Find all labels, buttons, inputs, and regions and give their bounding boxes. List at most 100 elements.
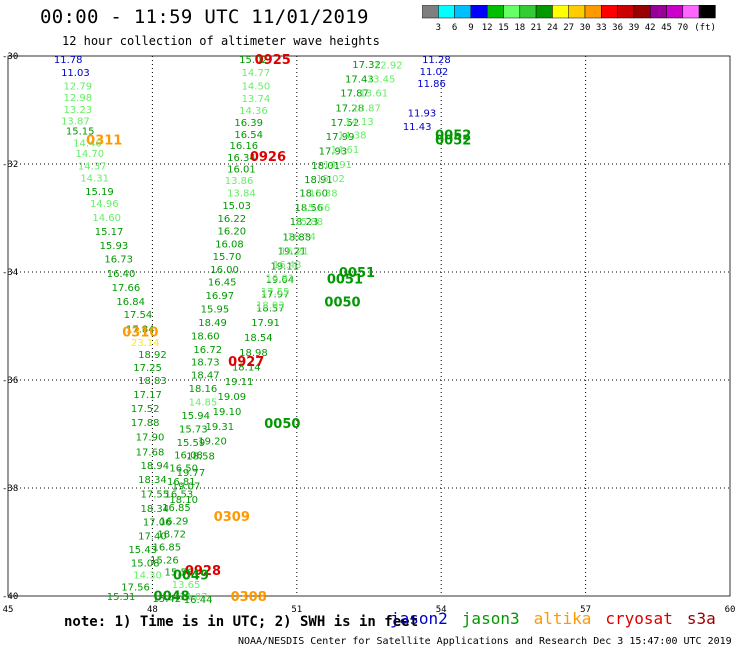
color-scale-legend: 3 6 9 12 15 18 21 24 27 30 33 36 39 42 45 70 (ft) xyxy=(422,5,716,33)
wave-height-label: 16.74 xyxy=(287,232,316,243)
wave-height-label: 17.32 xyxy=(352,60,381,71)
wave-height-label: 18.60 xyxy=(299,189,328,200)
wave-height-label: 16.40 xyxy=(107,269,136,280)
lat-tick-label: -38 xyxy=(2,484,18,494)
wave-height-label: 17.66 xyxy=(112,283,141,294)
wave-height-label: 12.79 xyxy=(63,82,92,93)
wave-height-label: 13.45 xyxy=(367,75,396,86)
wave-height-label: 14.46 xyxy=(73,138,102,149)
lon-tick-label: 54 xyxy=(436,605,447,615)
colorbar-tick-label: 30 xyxy=(580,23,591,33)
wave-height-label: 16.85 xyxy=(162,503,191,514)
wave-height-label: 18.54 xyxy=(244,333,273,344)
wave-height-label: 15.95 xyxy=(201,305,230,316)
wave-height-label: 14.77 xyxy=(242,68,271,79)
wave-height-label: 18.72 xyxy=(157,529,186,540)
colorbar-tick-label: 18 xyxy=(514,23,525,33)
wave-height-label: 16.72 xyxy=(193,345,222,356)
wave-height-label: 17.43 xyxy=(345,75,374,86)
wave-height-label: 18.91 xyxy=(304,175,333,186)
pass-time-label: 0311 xyxy=(86,134,122,149)
units-note: note: 1) Time is in UTC; 2) SWH is in fe… xyxy=(64,614,419,630)
wave-height-label: 18.03 xyxy=(256,300,285,311)
wave-height-label: 13.84 xyxy=(227,189,256,200)
wave-height-label: 16.39 xyxy=(234,118,263,129)
wave-height-label: 17.54 xyxy=(124,310,153,321)
wave-height-label: 17.25 xyxy=(133,363,162,374)
pass-time-label: 0052 xyxy=(435,134,471,149)
pass-time-label: 0050 xyxy=(324,296,360,311)
wave-height-label: 17.52 xyxy=(131,404,160,415)
legend-item-cryosat: cryosat xyxy=(605,609,673,628)
wave-height-label: 12.98 xyxy=(63,93,92,104)
lon-tick-label: 48 xyxy=(147,605,158,615)
wave-height-label: 17.88 xyxy=(131,418,160,429)
wave-height-label: 13.87 xyxy=(61,116,90,127)
wave-height-label: 18.57 xyxy=(256,304,285,315)
wave-height-label: 19.77 xyxy=(177,468,206,479)
wave-height-label: 13.74 xyxy=(242,94,271,105)
wave-height-label: 18.92 xyxy=(138,350,167,361)
lat-tick-label: -36 xyxy=(2,376,18,386)
colorbar-tick-label: 36 xyxy=(612,23,623,33)
lat-tick-label: -40 xyxy=(2,592,18,602)
wave-height-label: 19.11 xyxy=(225,377,254,388)
wave-height-label: 17.17 xyxy=(133,390,162,401)
lat-tick-label: -30 xyxy=(2,52,18,62)
wave-height-label: 18.56 xyxy=(295,203,324,214)
wave-height-label: 14.61 xyxy=(331,145,360,156)
wave-height-label: 19.21 xyxy=(278,246,307,257)
pass-time-label: 0052 xyxy=(435,128,471,143)
lon-tick-label: 60 xyxy=(725,605,736,615)
wave-height-label: 15.38 xyxy=(309,189,338,200)
lon-tick-label: 45 xyxy=(3,605,14,615)
wave-height-label: 17.99 xyxy=(326,132,355,143)
wave-height-label: 15.15 xyxy=(66,127,95,138)
legend-item-s3a: s3a xyxy=(686,609,716,628)
colorbar-tick-label: 6 xyxy=(452,23,457,33)
pass-time-label: 0050 xyxy=(264,417,300,432)
wave-height-label: 16.73 xyxy=(104,255,133,266)
wave-height-label: 15.02 xyxy=(316,174,345,185)
wave-height-label: 17.91 xyxy=(251,318,280,329)
wave-height-label: 18.83 xyxy=(138,376,167,387)
pass-time-label: 0309 xyxy=(214,510,250,525)
wave-height-label: 16.84 xyxy=(116,297,145,308)
wave-height-label: 18.16 xyxy=(189,384,218,395)
wave-height-label: 14.85 xyxy=(189,398,218,409)
wave-height-label: 15.66 xyxy=(302,203,331,214)
wave-height-label: 12.92 xyxy=(374,61,403,72)
wave-height-label: 16.81 xyxy=(167,477,196,488)
wave-height-label: 17.93 xyxy=(319,147,348,158)
pass-time-label: 0051 xyxy=(327,272,363,287)
wave-height-label: 17.55 xyxy=(261,287,290,298)
wave-height-label: 18.94 xyxy=(140,461,169,472)
colorbar-tick-label: 3 xyxy=(436,23,441,33)
legend-item-jason2: jason2 xyxy=(390,609,448,628)
wave-height-label: 19.20 xyxy=(198,436,227,447)
wave-height-label: 14.50 xyxy=(242,82,271,93)
wave-height-label: 14.37 xyxy=(78,162,107,173)
wave-height-label: 16.20 xyxy=(217,226,246,237)
wave-height-label: 13.61 xyxy=(359,89,388,100)
wave-height-label: 18.98 xyxy=(239,348,268,359)
wave-height-label: 18.73 xyxy=(191,358,220,369)
wave-height-label: 19.04 xyxy=(266,275,295,286)
wave-height-label: 11.03 xyxy=(61,68,90,79)
wave-height-label: 16.97 xyxy=(205,291,234,302)
wave-height-label: 17.55 xyxy=(140,489,169,500)
wave-height-label: 19.10 xyxy=(213,407,242,418)
wave-height-label: 13.86 xyxy=(225,176,254,187)
colorbar-tick-label: 27 xyxy=(563,23,574,33)
lat-tick-label: -34 xyxy=(2,268,18,278)
wave-height-label: 19.11 xyxy=(270,262,299,273)
wave-height-label: 16.50 xyxy=(169,463,198,474)
wave-height-label: 16.29 xyxy=(160,516,189,527)
colorbar-tick-label: 39 xyxy=(628,23,639,33)
pass-time-label: 0926 xyxy=(250,150,286,165)
wave-height-label: 15.08 xyxy=(131,559,160,570)
wave-height-label: 16.91 xyxy=(266,273,295,284)
wave-height-label: 18.60 xyxy=(191,332,220,343)
lon-tick-label: 57 xyxy=(580,605,591,615)
